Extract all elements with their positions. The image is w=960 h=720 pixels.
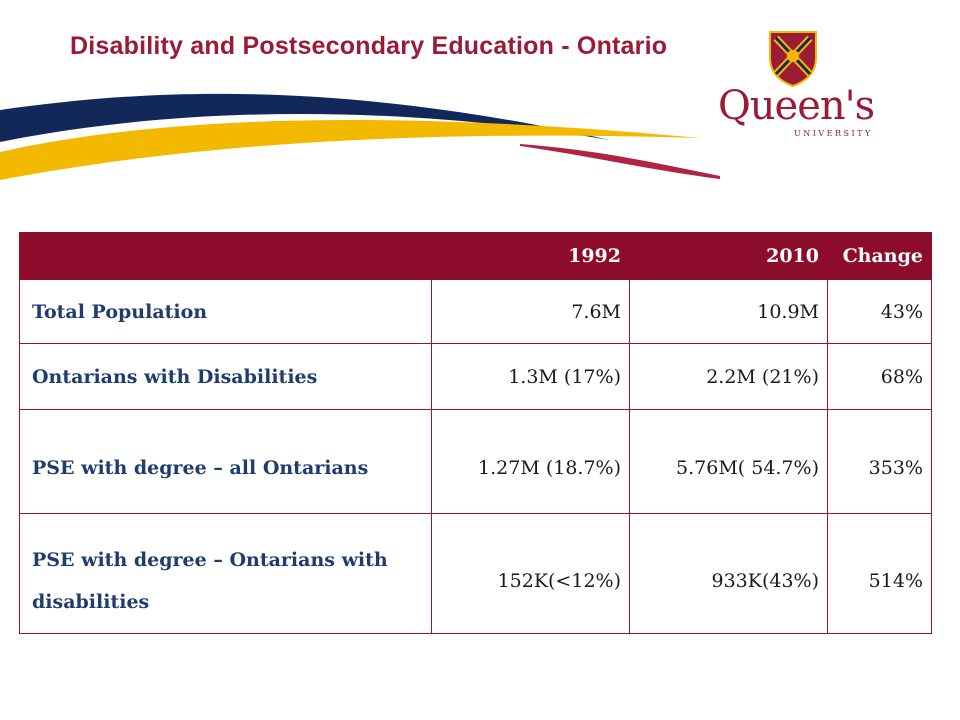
header-1992: 1992 bbox=[431, 232, 630, 280]
cell-1992: 1.27M (18.7%) bbox=[431, 409, 630, 514]
header-2010: 2010 bbox=[629, 232, 828, 280]
cell-change: 353% bbox=[827, 409, 932, 514]
row-label: PSE with degree – Ontarians with disabil… bbox=[19, 513, 432, 634]
cell-change: 514% bbox=[827, 513, 932, 634]
row-label: Ontarians with Disabilities bbox=[19, 343, 432, 410]
statistics-table: 1992 2010 Change Total Population 7.6M 1… bbox=[19, 232, 932, 634]
row-label: Total Population bbox=[19, 279, 432, 344]
cell-1992: 152K(<12%) bbox=[431, 513, 630, 634]
cell-2010: 933K(43%) bbox=[629, 513, 828, 634]
cell-2010: 10.9M bbox=[629, 279, 828, 344]
cell-2010: 5.76M( 54.7%) bbox=[629, 409, 828, 514]
swoosh-navy-band bbox=[0, 93, 610, 142]
cell-change: 68% bbox=[827, 343, 932, 410]
table-row: Ontarians with Disabilities 1.3M (17%) 2… bbox=[19, 343, 932, 410]
table-row: PSE with degree – Ontarians with disabil… bbox=[19, 513, 932, 634]
table-header-row: 1992 2010 Change bbox=[19, 232, 932, 280]
queens-university-logo: Queen's UNIVERSITY bbox=[718, 30, 875, 145]
header-empty bbox=[19, 232, 432, 280]
decorative-swoosh bbox=[0, 93, 720, 180]
row-label: PSE with degree – all Ontarians bbox=[19, 409, 432, 514]
table-row: Total Population 7.6M 10.9M 43% bbox=[19, 279, 932, 344]
slide-title: Disability and Postsecondary Education -… bbox=[70, 32, 668, 60]
header-change: Change bbox=[827, 232, 932, 280]
logo-subtext: UNIVERSITY bbox=[794, 129, 873, 138]
cell-1992: 1.3M (17%) bbox=[431, 343, 630, 410]
cell-change: 43% bbox=[827, 279, 932, 344]
swoosh-red-line bbox=[520, 144, 720, 179]
cell-1992: 7.6M bbox=[431, 279, 630, 344]
logo-wordmark: Queen's bbox=[718, 83, 875, 129]
table-row: PSE with degree – all Ontarians 1.27M (1… bbox=[19, 409, 932, 514]
cell-2010: 2.2M (21%) bbox=[629, 343, 828, 410]
crest-icon bbox=[769, 31, 817, 88]
swoosh-gold-band bbox=[0, 119, 700, 180]
